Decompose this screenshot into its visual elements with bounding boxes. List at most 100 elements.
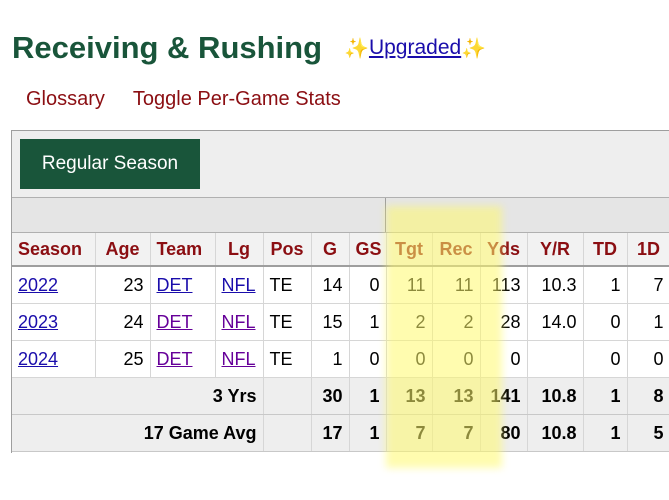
league-cell: NFL <box>215 340 264 378</box>
rec-cell: 0 <box>432 340 481 378</box>
g-cell: 30 <box>311 377 350 415</box>
col-header-g[interactable]: G <box>311 233 350 267</box>
summary-row-career: 3 Yrs 30 1 13 13 141 10.8 1 8 <box>12 377 669 415</box>
filter-bar: Regular Season <box>12 131 669 198</box>
regular-season-button[interactable]: Regular Season <box>20 139 200 189</box>
tgt-cell: 7 <box>386 414 433 452</box>
pos-cell: TE <box>263 340 312 378</box>
gs-cell: 1 <box>349 414 387 452</box>
gs-cell: 1 <box>349 303 387 341</box>
col-header-tgt[interactable]: Tgt <box>386 233 433 267</box>
pos-cell <box>263 414 312 452</box>
col-header-rec[interactable]: Rec <box>432 233 481 267</box>
team-cell: DET <box>150 340 216 378</box>
page-title: Receiving & Rushing <box>12 30 323 65</box>
toggle-per-game-link[interactable]: Toggle Per-Game Stats <box>132 88 341 110</box>
table-row: 2022 23 DET NFL TE 14 0 11 11 113 10.3 1… <box>12 266 669 304</box>
summary-row-17-game-avg: 17 Game Avg 17 1 7 7 80 10.8 1 5 <box>12 414 669 452</box>
col-header-age[interactable]: Age <box>95 233 151 267</box>
glossary-link[interactable]: Glossary <box>26 88 105 110</box>
page-header: Receiving & Rushing ✨ Upgraded ✨ <box>12 28 486 68</box>
season-cell: 2022 <box>12 266 96 304</box>
pos-cell: TE <box>263 303 312 341</box>
yr-cell: 10.3 <box>527 266 584 304</box>
table-row: 2024 25 DET NFL TE 1 0 0 0 0 0 0 <box>12 340 669 378</box>
yr-cell: 14.0 <box>527 303 584 341</box>
col-header-gs[interactable]: GS <box>349 233 387 267</box>
fd-cell: 7 <box>627 266 669 304</box>
fd-cell: 0 <box>627 340 669 378</box>
age-cell: 24 <box>95 303 151 341</box>
yds-cell: 113 <box>480 266 528 304</box>
col-header-td[interactable]: TD <box>583 233 628 267</box>
upgraded-link[interactable]: Upgraded <box>368 36 462 59</box>
td-cell: 1 <box>583 377 628 415</box>
team-link[interactable]: DET <box>156 274 193 295</box>
table-row: 2023 24 DET NFL TE 15 1 2 2 28 14.0 0 1 <box>12 303 669 341</box>
age-cell: 25 <box>95 340 151 378</box>
col-header-1d[interactable]: 1D <box>627 233 669 267</box>
yds-cell: 0 <box>480 340 528 378</box>
td-cell: 1 <box>583 266 628 304</box>
over-header-row <box>12 198 669 233</box>
league-cell: NFL <box>215 266 264 304</box>
column-header-row: Season Age Team Lg Pos G GS Tgt Rec Yds … <box>12 233 669 267</box>
season-link[interactable]: 2024 <box>18 348 59 369</box>
rec-cell: 7 <box>432 414 481 452</box>
g-cell: 17 <box>311 414 350 452</box>
tgt-cell: 13 <box>386 377 433 415</box>
yds-cell: 141 <box>480 377 528 415</box>
gs-cell: 1 <box>349 377 387 415</box>
summary-label: 17 Game Avg <box>12 414 264 452</box>
upgraded-badge: ✨ Upgraded ✨ <box>344 36 486 61</box>
td-cell: 0 <box>583 303 628 341</box>
league-link[interactable]: NFL <box>221 311 256 332</box>
stats-table: Season Age Team Lg Pos G GS Tgt Rec Yds … <box>12 233 669 452</box>
rec-cell: 2 <box>432 303 481 341</box>
yds-cell: 80 <box>480 414 528 452</box>
league-link[interactable]: NFL <box>221 274 256 295</box>
season-link[interactable]: 2022 <box>18 274 59 295</box>
rec-cell: 11 <box>432 266 481 304</box>
gs-cell: 0 <box>349 266 387 304</box>
tgt-cell: 0 <box>386 340 433 378</box>
col-header-lg[interactable]: Lg <box>215 233 264 267</box>
yds-cell: 28 <box>480 303 528 341</box>
season-cell: 2024 <box>12 340 96 378</box>
gs-cell: 0 <box>349 340 387 378</box>
team-cell: DET <box>150 266 216 304</box>
tgt-cell: 11 <box>386 266 433 304</box>
team-link[interactable]: DET <box>156 348 193 369</box>
col-header-yr[interactable]: Y/R <box>527 233 584 267</box>
col-header-season[interactable]: Season <box>12 233 96 267</box>
fd-cell: 1 <box>627 303 669 341</box>
stats-table-container: Regular Season Season Age Team Lg Pos G … <box>11 130 669 453</box>
td-cell: 1 <box>583 414 628 452</box>
table-options: Glossary Toggle Per-Game Stats <box>26 88 341 111</box>
g-cell: 1 <box>311 340 350 378</box>
league-cell: NFL <box>215 303 264 341</box>
fd-cell: 5 <box>627 414 669 452</box>
col-header-pos[interactable]: Pos <box>263 233 312 267</box>
team-link[interactable]: DET <box>156 311 193 332</box>
sparkle-icon: ✨ <box>461 37 487 60</box>
over-header-divider <box>385 198 386 232</box>
sparkle-icon: ✨ <box>344 37 369 60</box>
col-header-team[interactable]: Team <box>150 233 216 267</box>
rec-cell: 13 <box>432 377 481 415</box>
age-cell: 23 <box>95 266 151 304</box>
season-cell: 2023 <box>12 303 96 341</box>
g-cell: 14 <box>311 266 350 304</box>
yr-cell: 10.8 <box>527 377 584 415</box>
tgt-cell: 2 <box>386 303 433 341</box>
td-cell: 0 <box>583 340 628 378</box>
season-link[interactable]: 2023 <box>18 311 59 332</box>
summary-label: 3 Yrs <box>12 377 264 415</box>
pos-cell <box>263 377 312 415</box>
pos-cell: TE <box>263 266 312 304</box>
team-cell: DET <box>150 303 216 341</box>
league-link[interactable]: NFL <box>221 348 256 369</box>
yr-cell <box>527 340 584 378</box>
col-header-yds[interactable]: Yds <box>480 233 528 267</box>
